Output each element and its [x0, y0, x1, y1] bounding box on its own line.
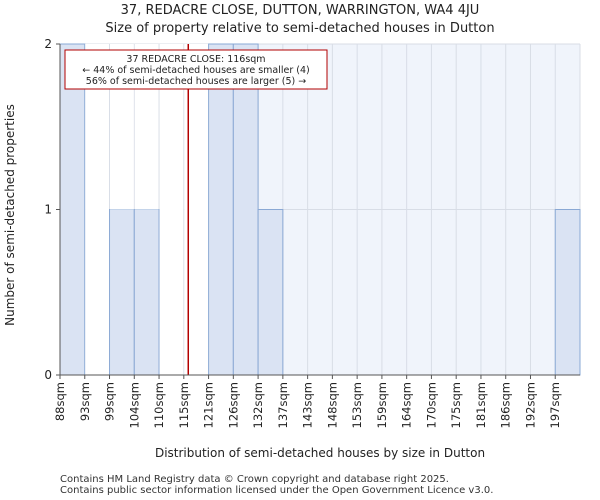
- y-axis-label: Number of semi-detached properties: [3, 104, 17, 326]
- bar-197sqm: [554, 209, 581, 376]
- empty-column-110sqm: [159, 44, 184, 375]
- x-tick-labels: 88sqm 93sqm 99sqm 104sqm 110sqm 115sqm 121sqm 1…: [53, 375, 562, 428]
- chart-title: 37, REDACRE CLOSE, DUTTON, WARRINGTON, W…: [120, 3, 480, 18]
- x-tick-label: 99sqm: [103, 382, 117, 421]
- empty-column-115sqm: [184, 44, 209, 375]
- x-tick-label: 126sqm: [226, 382, 240, 428]
- annotation-line-3: 56% of semi-detached houses are larger (…: [86, 76, 306, 87]
- annotation-box: 37 REDACRE CLOSE: 116sqm ← 44% of semi-d…: [64, 49, 328, 90]
- x-tick-label: 170sqm: [424, 382, 438, 428]
- x-tick-label: 115sqm: [177, 382, 191, 428]
- x-tick-label: 197sqm: [548, 382, 562, 428]
- x-tick-label: 88sqm: [53, 382, 67, 421]
- footer-line-1: Contains HM Land Registry data © Crown c…: [60, 474, 449, 485]
- y-tick-label: 0: [44, 368, 52, 382]
- x-tick-label: 186sqm: [499, 382, 513, 428]
- bar-126sqm: [232, 43, 259, 376]
- annotation-line-2: ← 44% of semi-detached houses are smalle…: [82, 65, 310, 76]
- x-axis-label: Distribution of semi-detached houses by …: [155, 446, 485, 460]
- x-tick-label: 93sqm: [78, 382, 92, 421]
- annotation-frame: [64, 49, 328, 90]
- bars: [59, 43, 581, 376]
- annotation-line-1: 37 REDACRE CLOSE: 116sqm: [126, 54, 265, 65]
- bar-99sqm: [109, 209, 135, 376]
- x-tick-label: 143sqm: [301, 382, 315, 428]
- bar-88sqm: [59, 43, 86, 376]
- y-tick-label: 1: [44, 203, 52, 217]
- x-tick-label: 192sqm: [523, 382, 537, 428]
- bar-104sqm: [133, 209, 160, 376]
- x-tick-label: 148sqm: [325, 382, 339, 428]
- x-tick-label: 110sqm: [152, 382, 166, 428]
- x-tick-label: 159sqm: [375, 382, 389, 428]
- x-tick-label: 132sqm: [251, 382, 265, 428]
- empty-column-93sqm: [85, 44, 110, 375]
- bar-121sqm: [208, 43, 234, 376]
- x-tick-label: 121sqm: [202, 382, 216, 428]
- chart-subtitle: Size of property relative to semi-detach…: [105, 21, 495, 36]
- x-tick-label: 175sqm: [449, 382, 463, 428]
- x-tick-label: 137sqm: [276, 382, 290, 428]
- y-tick-labels: 0 1 2: [44, 37, 60, 382]
- x-tick-label: 104sqm: [127, 382, 141, 428]
- footer-line-2: Contains public sector information licen…: [60, 485, 494, 496]
- x-tick-label: 164sqm: [400, 382, 414, 428]
- x-tick-label: 153sqm: [350, 382, 364, 428]
- x-tick-label: 181sqm: [474, 382, 488, 428]
- y-tick-label: 2: [44, 37, 52, 51]
- bar-132sqm: [257, 209, 284, 376]
